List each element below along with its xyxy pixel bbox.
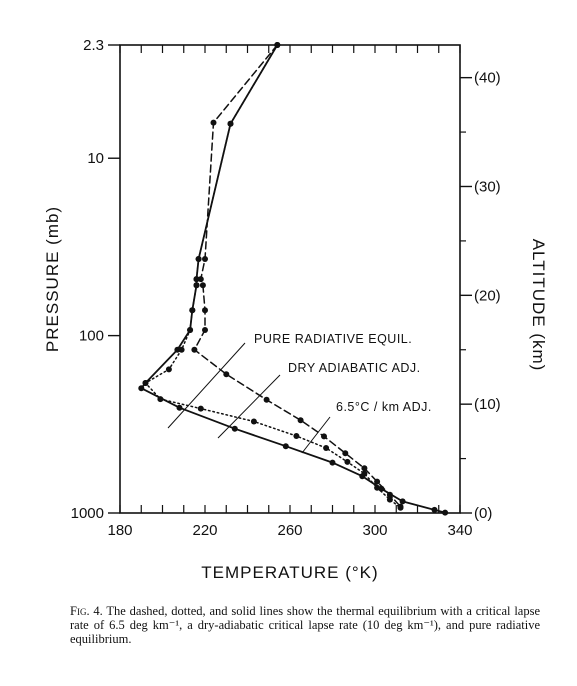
annotation-dry-adiabatic: DRY ADIABATIC ADJ.	[288, 361, 421, 375]
data-point	[227, 120, 234, 127]
y2-tick-labels: (40) (30) (20) (10) (0)	[460, 70, 501, 522]
data-point	[193, 276, 200, 283]
data-point	[202, 307, 208, 314]
data-point	[321, 433, 327, 440]
data-point	[138, 385, 145, 392]
y-tick-labels: 2.3 10 100 1000	[71, 37, 120, 522]
data-point	[323, 445, 330, 451]
data-point	[210, 119, 217, 126]
data-point	[202, 256, 208, 262]
caption-label: Fig. 4.	[70, 604, 103, 618]
y-axis-title: PRESSURE (mb)	[43, 206, 62, 352]
data-point	[442, 509, 449, 516]
data-point	[191, 346, 198, 353]
data-point	[193, 282, 200, 289]
x-tick-label: 220	[192, 522, 217, 539]
data-point	[187, 327, 194, 333]
x-tick-label: 340	[447, 522, 472, 539]
caption-text: The dashed, dotted, and solid lines show…	[70, 604, 540, 646]
y2-tick-label: (30)	[474, 178, 501, 195]
data-point	[282, 443, 289, 450]
x-tick-label: 260	[277, 522, 302, 539]
data-point	[174, 346, 181, 353]
data-point	[189, 307, 196, 314]
x-tick-label: 300	[362, 522, 387, 539]
data-point	[176, 404, 183, 411]
data-point	[361, 470, 368, 477]
data-point	[361, 465, 368, 472]
data-point	[374, 478, 381, 485]
y2-tick-label: (0)	[474, 505, 492, 522]
leader-dry-adiabatic	[217, 374, 281, 439]
data-point	[263, 396, 270, 403]
y2-tick-label: (40)	[474, 70, 501, 87]
data-point	[342, 450, 349, 457]
data-point	[231, 425, 238, 432]
y-tick-label: 1000	[71, 505, 104, 522]
y-tick-label: 10	[87, 150, 104, 167]
x-tick-labels: 180 220 260 300 340	[107, 522, 472, 539]
y-tick-label: 2.3	[83, 37, 104, 54]
data-point	[431, 506, 438, 513]
data-point	[202, 327, 208, 333]
data-point	[293, 433, 300, 439]
series-line-dotted	[144, 44, 402, 509]
y2-tick-label: (20)	[474, 287, 501, 304]
data-point	[297, 417, 304, 424]
y-tick-label: 100	[79, 328, 104, 345]
data-point	[374, 484, 381, 491]
data-point	[178, 346, 185, 353]
annotation-pure-radiative: PURE RADIATIVE EQUIL.	[254, 332, 412, 346]
data-point	[399, 498, 406, 505]
chart: 180 220 260 300 340 2.3 10 100 1000 (40) (30) (20…	[43, 37, 548, 582]
data-point	[223, 371, 230, 378]
data-point	[142, 380, 149, 386]
leader-lapse-65	[301, 416, 331, 454]
leader-pure-radiative	[167, 342, 246, 429]
data-point	[397, 503, 404, 510]
data-point	[195, 256, 202, 262]
data-point	[199, 282, 206, 289]
data-point	[329, 459, 336, 466]
plot-frame	[119, 44, 461, 514]
x-tick-label: 180	[107, 522, 132, 539]
annotation-lapse-65: 6.5°C / km ADJ.	[336, 400, 432, 414]
data-point	[197, 276, 204, 283]
y2-tick-label: (10)	[474, 396, 501, 413]
data-point	[274, 42, 281, 48]
data-point	[250, 418, 257, 425]
data-point	[344, 458, 351, 465]
data-point	[386, 491, 393, 498]
x-axis-title: TEMPERATURE (°K)	[201, 563, 378, 582]
y2-axis-title: ALTITUDE (km)	[529, 239, 548, 372]
series-layer	[138, 42, 449, 516]
series-line-dashed	[193, 44, 402, 508]
data-point	[197, 405, 204, 412]
frame-minor-ticks	[119, 45, 461, 513]
annotation-leaders	[167, 342, 331, 454]
data-point	[386, 496, 393, 503]
data-point	[157, 396, 164, 403]
figure-caption: Fig. 4. The dashed, dotted, and solid li…	[70, 604, 540, 646]
data-point	[165, 366, 172, 373]
series-line-solid	[140, 44, 446, 514]
